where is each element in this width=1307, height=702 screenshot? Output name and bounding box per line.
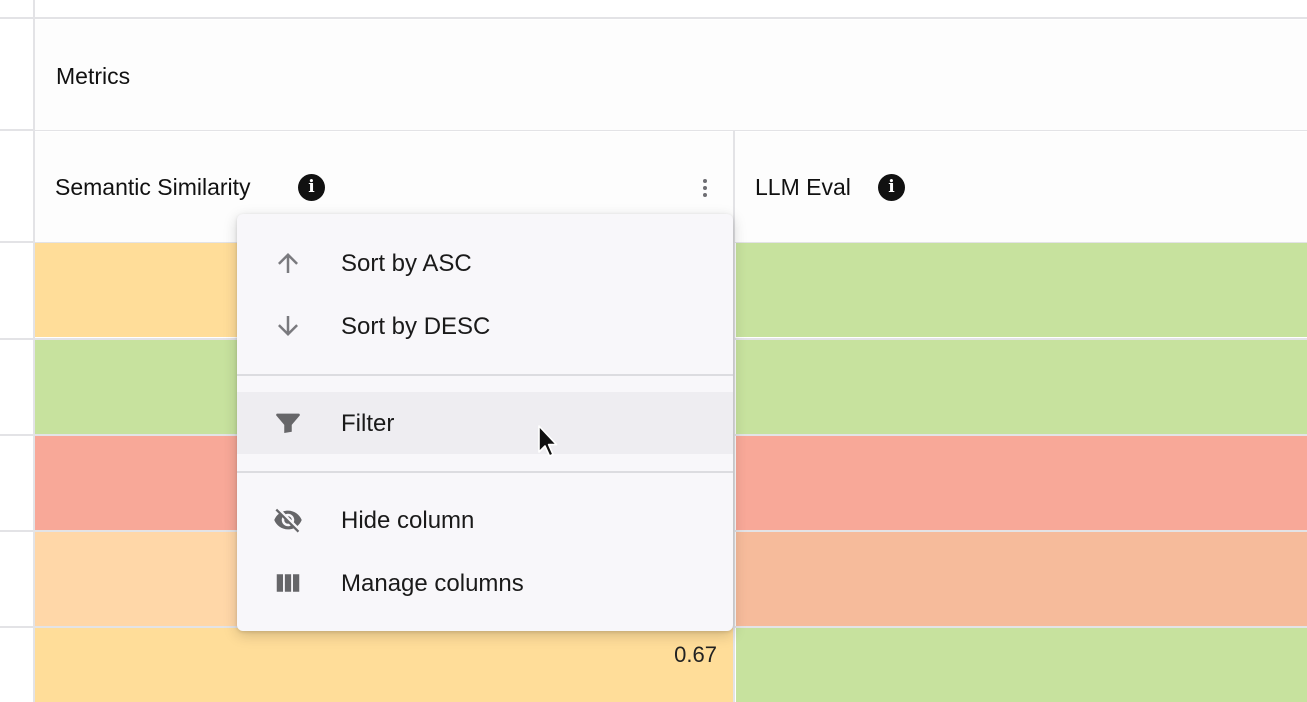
info-icon[interactable]: i xyxy=(878,174,905,201)
table-cell-llm-eval[interactable] xyxy=(736,340,1307,434)
column-title: LLM Eval xyxy=(755,174,851,200)
menu-item-filter[interactable]: Filter xyxy=(237,392,733,454)
menu-divider xyxy=(237,374,733,376)
grid-line xyxy=(0,129,1307,131)
eye-off-icon xyxy=(274,508,302,533)
table-cell-llm-eval[interactable] xyxy=(736,532,1307,626)
menu-item-hide-column[interactable]: Hide column xyxy=(237,489,733,551)
menu-item-sort-desc[interactable]: Sort by DESC xyxy=(237,295,733,357)
menu-item-label: Sort by ASC xyxy=(341,250,472,277)
mouse-cursor-icon xyxy=(538,425,558,457)
menu-item-label: Filter xyxy=(341,410,395,437)
column-title: Semantic Similarity xyxy=(55,174,251,200)
cell-value: 0.67 xyxy=(674,642,717,667)
info-icon[interactable]: i xyxy=(298,174,325,201)
menu-item-label: Manage columns xyxy=(341,570,524,597)
arrow-up-icon xyxy=(278,253,298,273)
arrow-down-icon xyxy=(278,316,298,336)
filter-icon xyxy=(276,413,300,433)
column-header-llm-eval[interactable]: LLM Eval i xyxy=(735,132,1307,242)
menu-item-label: Hide column xyxy=(341,507,475,534)
column-menu: Sort by ASC Sort by DESC Filter Hide col… xyxy=(237,214,733,631)
table-cell-llm-eval[interactable] xyxy=(736,628,1307,702)
columns-icon xyxy=(276,574,300,592)
column-group-header: Metrics xyxy=(35,20,1307,130)
column-divider[interactable] xyxy=(733,130,735,702)
menu-item-sort-asc[interactable]: Sort by ASC xyxy=(237,232,733,294)
grid-line xyxy=(33,0,35,702)
menu-item-manage-columns[interactable]: Manage columns xyxy=(237,552,733,614)
menu-item-label: Sort by DESC xyxy=(341,313,491,340)
table-cell-semantic-similarity[interactable]: 0.67 xyxy=(35,628,733,702)
table-cell-llm-eval[interactable] xyxy=(736,436,1307,530)
table-cell-llm-eval[interactable] xyxy=(736,243,1307,337)
grid-line xyxy=(0,17,1307,19)
column-group-title: Metrics xyxy=(56,63,131,89)
more-vertical-icon[interactable] xyxy=(693,174,717,202)
menu-divider xyxy=(237,471,733,473)
